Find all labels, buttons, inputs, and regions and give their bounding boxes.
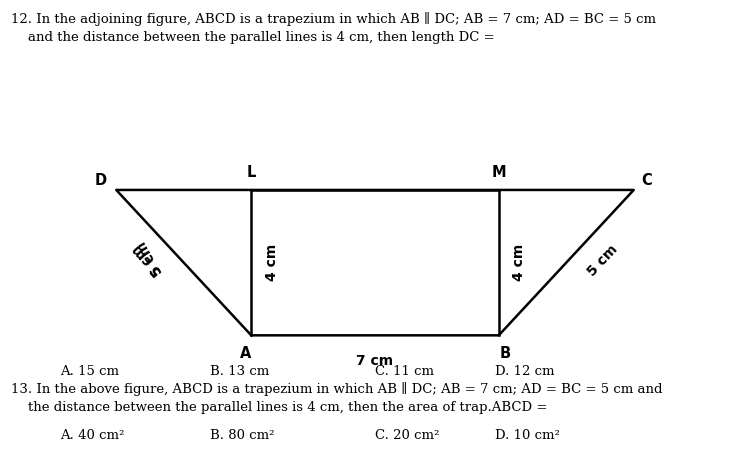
Text: A. 40 cm²: A. 40 cm² [60, 429, 124, 442]
Text: 5 cm: 5 cm [134, 238, 166, 278]
Text: M: M [491, 165, 506, 180]
Text: 13. In the above figure, ABCD is a trapezium in which AB ∥ DC; AB = 7 cm; AD = B: 13. In the above figure, ABCD is a trape… [11, 382, 663, 396]
Text: C: C [641, 173, 652, 188]
Text: C. 20 cm²: C. 20 cm² [375, 429, 440, 442]
Text: D: D [95, 173, 107, 188]
Text: A: A [239, 346, 251, 361]
Text: 4 cm: 4 cm [512, 244, 526, 281]
Text: B. 80 cm²: B. 80 cm² [210, 429, 274, 442]
Text: C. 11 cm: C. 11 cm [375, 365, 434, 378]
Text: 4 cm: 4 cm [265, 244, 279, 281]
Text: L: L [247, 165, 256, 180]
Text: A. 15 cm: A. 15 cm [60, 365, 119, 378]
Text: B: B [500, 346, 510, 361]
Text: 5 cm: 5 cm [584, 242, 620, 279]
Text: D. 10 cm²: D. 10 cm² [495, 429, 560, 442]
Text: and the distance between the parallel lines is 4 cm, then length DC =: and the distance between the parallel li… [11, 31, 495, 45]
Text: 5 cm: 5 cm [130, 242, 166, 279]
Text: 7 cm: 7 cm [356, 354, 394, 368]
Text: the distance between the parallel lines is 4 cm, then the area of trap.ABCD =: the distance between the parallel lines … [11, 401, 548, 414]
Text: B. 13 cm: B. 13 cm [210, 365, 269, 378]
Text: D. 12 cm: D. 12 cm [495, 365, 554, 378]
Text: 12. In the adjoining figure, ABCD is a trapezium in which AB ∥ DC; AB = 7 cm; AD: 12. In the adjoining figure, ABCD is a t… [11, 12, 656, 26]
